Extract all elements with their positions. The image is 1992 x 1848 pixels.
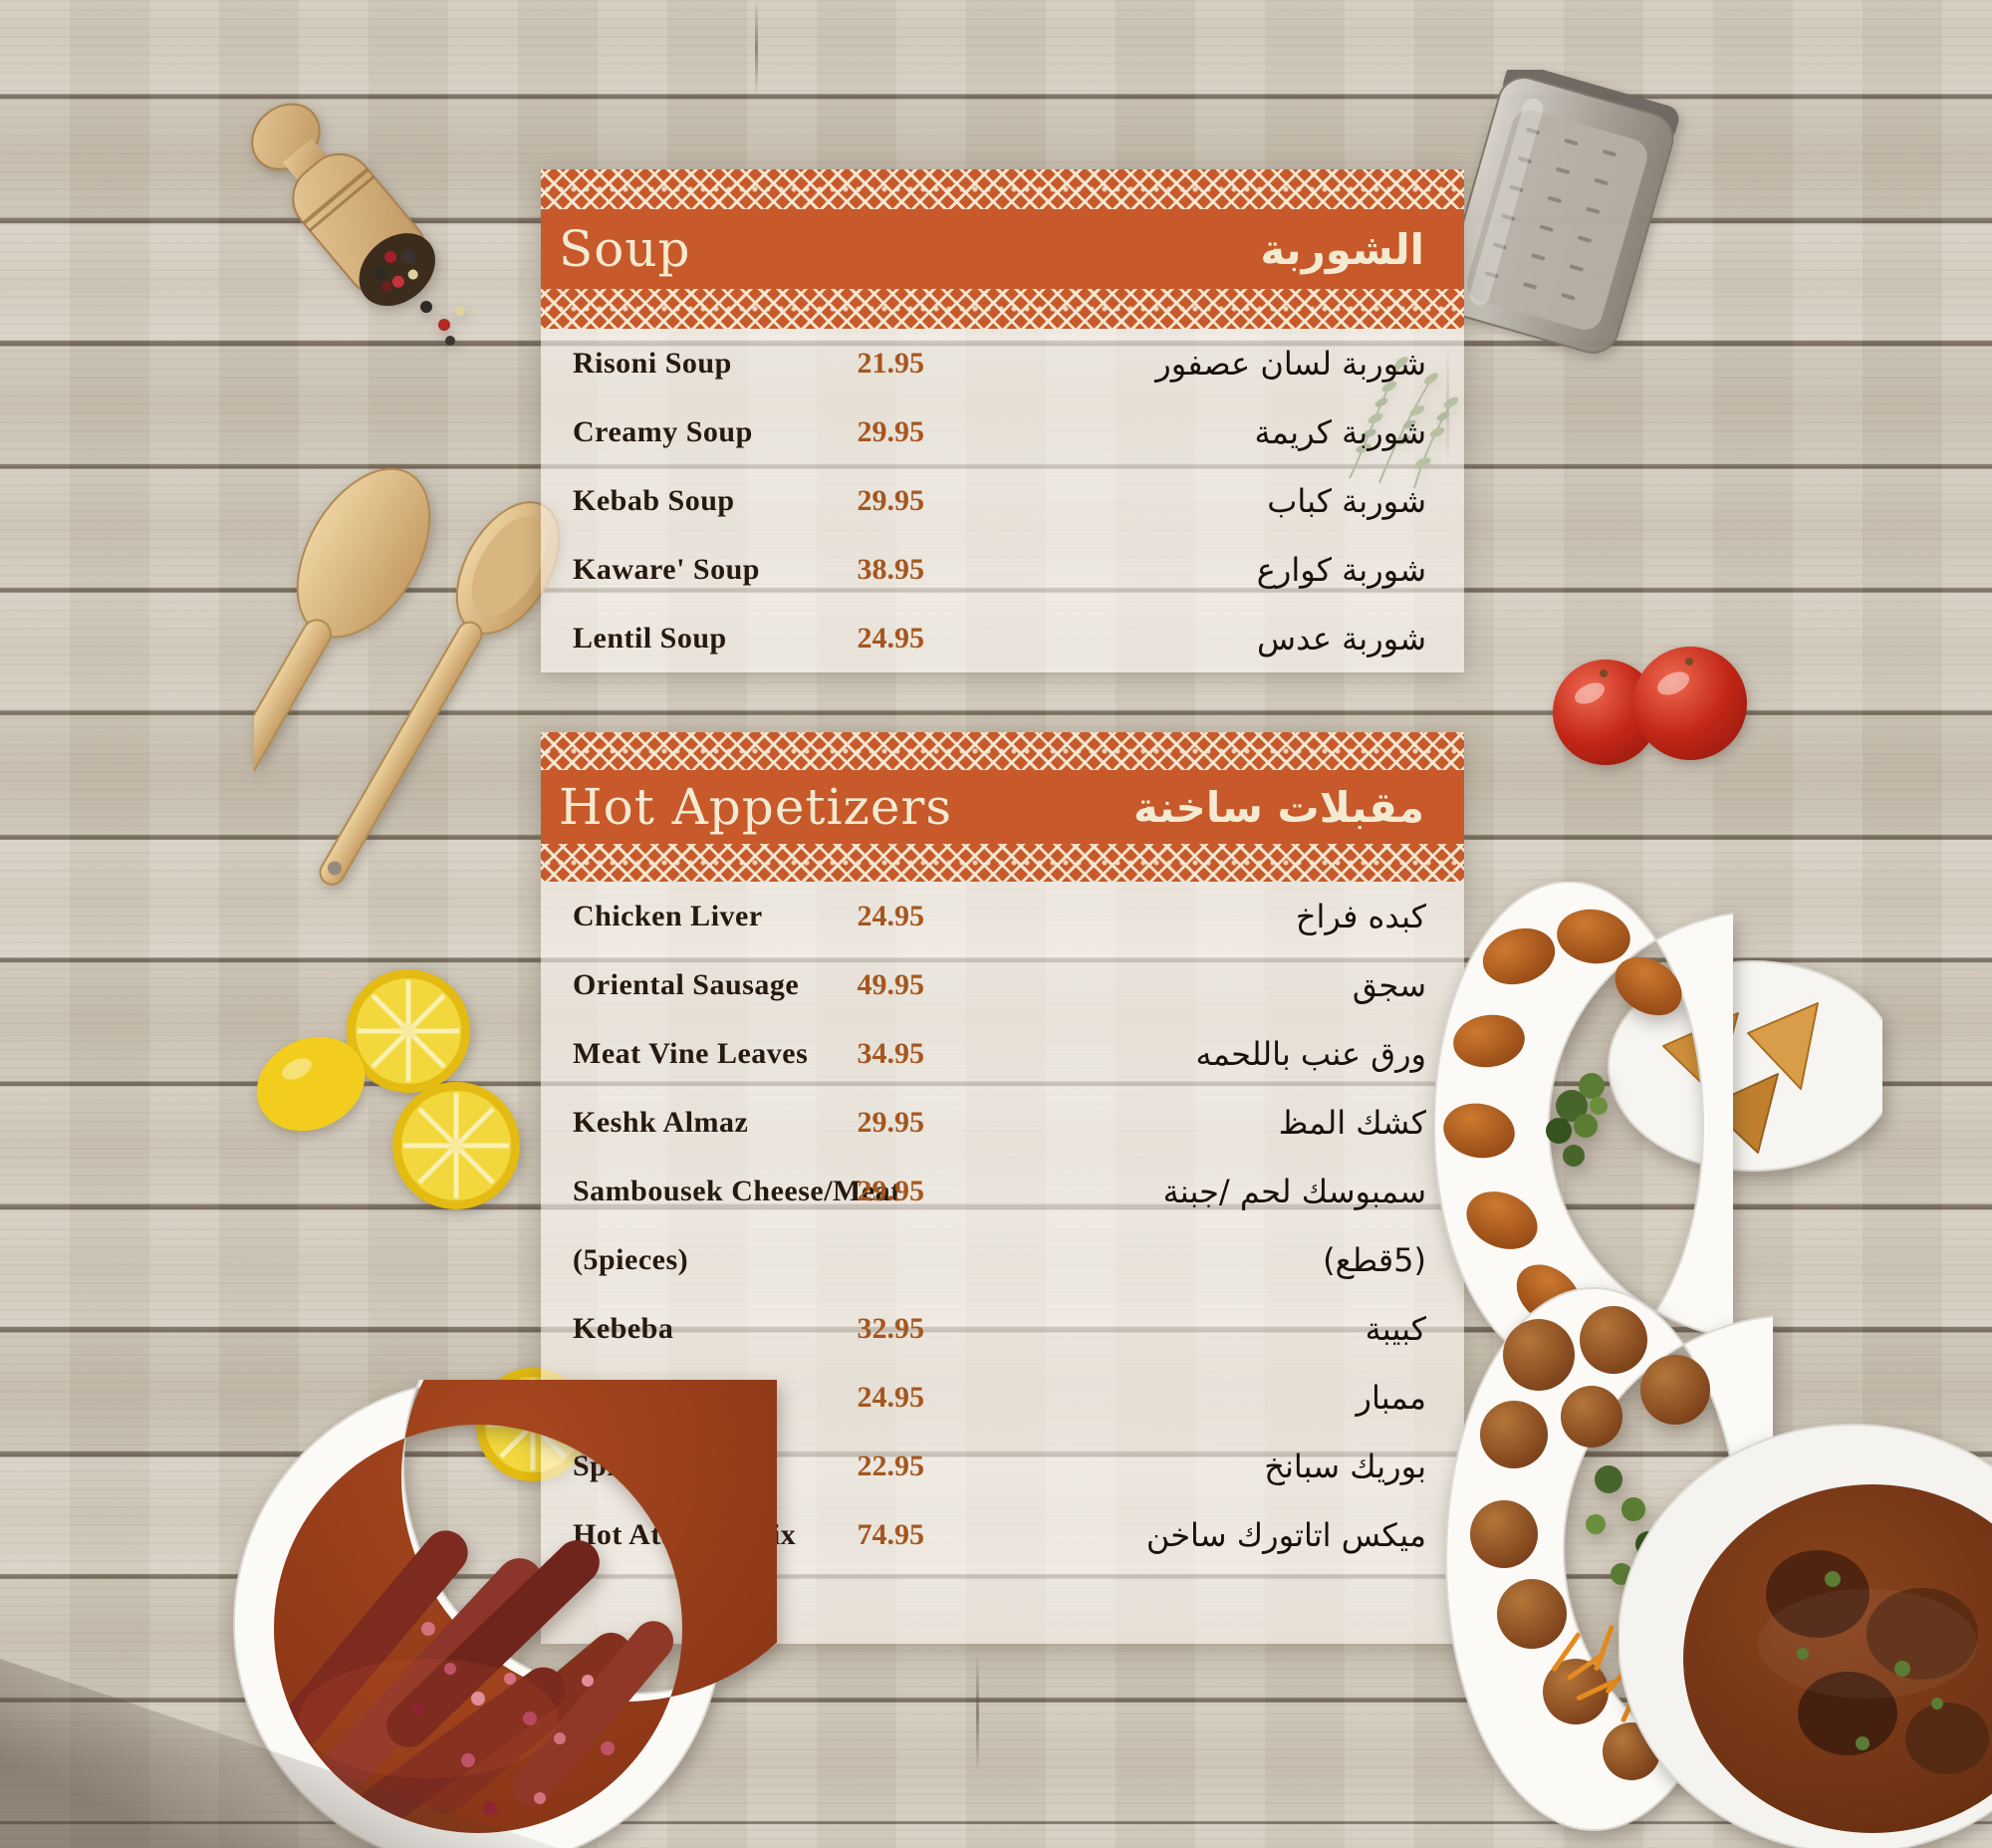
menu-item-row: Kaware' Soup 38.95 شوربة كوارع: [541, 535, 1464, 604]
hot-appetizers-section-header: Hot Appetizers مقبلات ساخنة: [541, 770, 1464, 844]
menu-item-row: Oriental Sausage 49.95 سجق: [541, 950, 1464, 1019]
item-name-ar: شوربة عدس: [1257, 619, 1426, 658]
kibbeh-plate-image: [1434, 882, 1733, 1370]
plank-joint: [976, 1654, 979, 1773]
soup-items-list: Risoni Soup 21.95 شوربة لسان عصفور Cream…: [541, 329, 1464, 672]
hot-appetizers-items-list: Chicken Liver 24.95 كبده فراخ Oriental S…: [541, 882, 1464, 1569]
menu-item-row: Keshk Almaz 29.95 كشك المظ: [541, 1088, 1464, 1157]
item-name-en: Chicken Liver: [573, 899, 763, 932]
menu-item-note-row: (5pieces) (5قطع): [541, 1225, 1464, 1294]
menu-item-row: Risoni Soup 21.95 شوربة لسان عصفور: [541, 329, 1464, 397]
item-name-en: Kebab Soup: [573, 483, 735, 517]
item-price: 24.95: [857, 1380, 925, 1414]
item-name-en: Meat Vine Leaves: [573, 1036, 809, 1070]
item-name-ar: سجق: [1352, 965, 1426, 1004]
lace-border-bottom: [541, 844, 1464, 882]
item-note-ar: (5قطع): [1323, 1240, 1426, 1279]
item-name-en: Creamy Soup: [573, 414, 753, 448]
lace-border-bottom: [541, 289, 1464, 329]
item-name-en: Keshk Almaz: [573, 1105, 749, 1139]
item-name-en: Kaware' Soup: [573, 552, 760, 586]
hot-appetizers-title-ar: مقبلات ساخنة: [1132, 782, 1424, 832]
item-price: 22.95: [857, 1449, 925, 1482]
wooden-spatulas-image: [254, 467, 561, 910]
menu-item-row: Kebeba 32.95 كبيبة: [541, 1294, 1464, 1363]
item-price: 29.95: [857, 483, 925, 517]
item-name-ar: ورق عنب باللحمه: [1195, 1034, 1426, 1073]
item-price: 24.95: [857, 899, 925, 932]
item-price: 49.95: [857, 967, 925, 1001]
meat-stew-bowl-image: [1618, 1424, 1992, 1848]
soup-title-en: Soup: [559, 220, 691, 278]
menu-item-row: Creamy Soup 29.95 شوربة كريمة: [541, 397, 1464, 466]
item-name-en: Lentil Soup: [573, 621, 727, 655]
item-name-ar: سمبوسك لحم /جبنة: [1162, 1172, 1426, 1210]
metal-grater-image: [1443, 70, 1679, 354]
item-name-ar: شوربة كباب: [1267, 481, 1426, 520]
lemon-slices-image: [256, 969, 520, 1209]
tomatoes-image: [1553, 647, 1747, 765]
item-name-ar: كبيبة: [1365, 1309, 1426, 1348]
item-price: 29.95: [857, 414, 925, 448]
hot-appetizers-section-panel: Hot Appetizers مقبلات ساخنة Chicken Live…: [541, 732, 1464, 1644]
item-name-ar: كبده فراخ: [1295, 897, 1426, 935]
item-price: 29.95: [857, 1174, 925, 1207]
item-name-ar: ممبار: [1356, 1378, 1427, 1417]
item-name-en: Risoni Soup: [573, 346, 732, 380]
item-price: 21.95: [857, 346, 925, 380]
wooden-spice-scoop-image: [251, 103, 465, 346]
item-name-ar: كشك المظ: [1278, 1103, 1426, 1142]
item-name-ar: شوربة كريمة: [1254, 412, 1426, 451]
meatball-plate-image: [1444, 1287, 1773, 1831]
menu-item-row: Chicken Liver 24.95 كبده فراخ: [541, 882, 1464, 950]
item-price: 74.95: [857, 1517, 925, 1551]
lace-border-top: [541, 732, 1464, 770]
menu-item-row: Sambousek Cheese/Meat 29.95 سمبوسك لحم /…: [541, 1157, 1464, 1225]
menu-item-row: Meat Vine Leaves 34.95 ورق عنب باللحمه: [541, 1019, 1464, 1088]
item-note-en: (5pieces): [573, 1242, 689, 1276]
menu-item-row: Kebab Soup 29.95 شوربة كباب: [541, 466, 1464, 535]
item-price: 24.95: [857, 621, 925, 655]
plank-joint: [755, 0, 758, 96]
item-name-ar: ميكس اتاتورك ساخن: [1145, 1515, 1426, 1554]
item-name-en: Sambousek Cheese/Meat: [573, 1174, 901, 1207]
item-price: 29.95: [857, 1105, 925, 1139]
soup-section-panel: Soup الشوربة Risoni Soup 21.95 شوربة لسا…: [541, 169, 1464, 672]
soup-title-ar: الشوربة: [1260, 224, 1424, 274]
item-name-ar: شوربة كوارع: [1256, 550, 1426, 589]
item-name-ar: شوربة لسان عصفور: [1155, 344, 1426, 383]
lace-border-top: [541, 169, 1464, 209]
sujuk-sausage-bowl-image: [232, 1380, 777, 1848]
hot-appetizers-title-en: Hot Appetizers: [559, 778, 952, 836]
item-price: 34.95: [857, 1036, 925, 1070]
item-name-en: Kebeba: [573, 1311, 674, 1345]
menu-item-row: Lentil Soup 24.95 شوربة عدس: [541, 604, 1464, 672]
item-name-ar: بوريك سبانخ: [1264, 1447, 1426, 1485]
soup-section-header: Soup الشوربة: [541, 209, 1464, 289]
item-price: 38.95: [857, 552, 925, 586]
item-price: 32.95: [857, 1311, 925, 1345]
item-name-en: Oriental Sausage: [573, 967, 800, 1001]
